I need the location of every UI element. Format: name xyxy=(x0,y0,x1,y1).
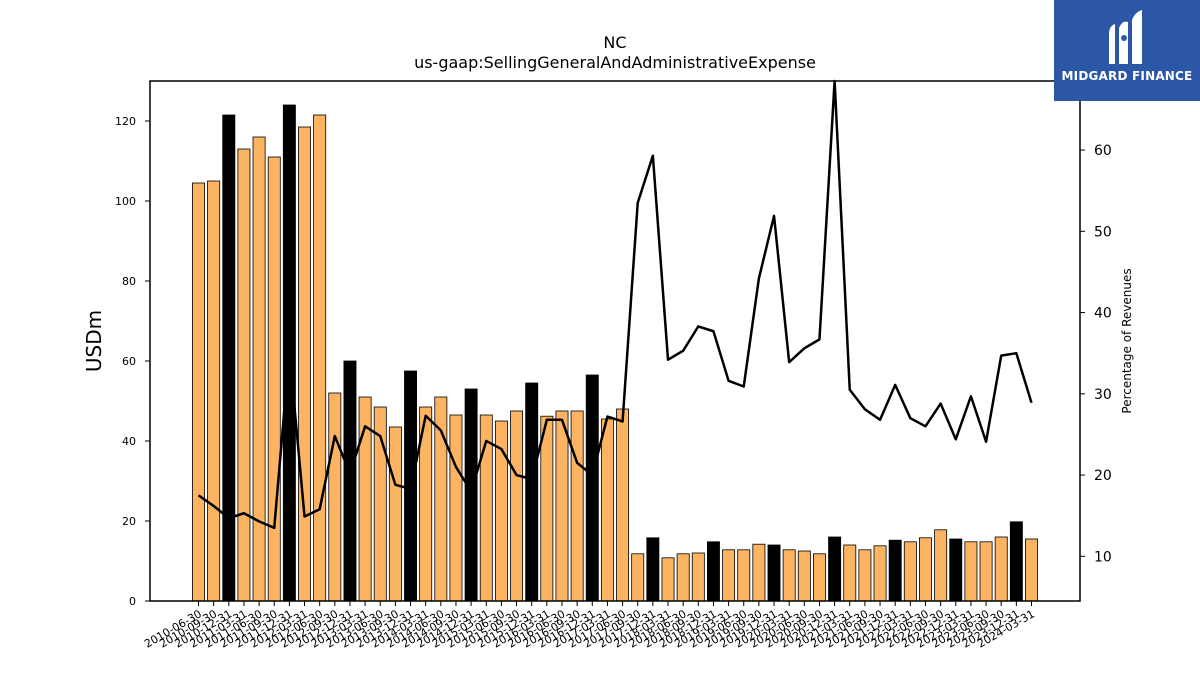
bar xyxy=(600,418,614,602)
chart-title: NC xyxy=(603,33,626,52)
bar xyxy=(919,537,932,602)
y-axis-right: 10 20 30 40 50 60 xyxy=(1080,143,1112,565)
y-tick-label: 40 xyxy=(122,435,136,448)
chart-subtitle: us-gaap:SellingGeneralAndAdministrativeE… xyxy=(414,53,816,72)
bar xyxy=(994,536,1008,602)
y2-tick-label: 30 xyxy=(1094,387,1112,403)
bar xyxy=(722,549,736,602)
bar xyxy=(752,543,766,602)
bar xyxy=(1025,538,1038,602)
bar xyxy=(540,415,554,602)
y-tick-label: 120 xyxy=(115,115,136,128)
bar xyxy=(661,557,675,602)
y-tick-label: 20 xyxy=(122,515,136,528)
y2-tick-label: 60 xyxy=(1094,143,1112,159)
plot-frame xyxy=(149,80,1081,602)
bar xyxy=(797,550,811,602)
bar xyxy=(949,538,963,602)
brand-logo: MIDGARD FINANCE xyxy=(1054,0,1200,101)
bar xyxy=(691,552,705,602)
bar xyxy=(570,410,584,602)
percentage-line xyxy=(197,79,1033,530)
bar xyxy=(252,136,266,602)
y2-tick-label: 50 xyxy=(1094,224,1112,240)
bar xyxy=(267,156,281,602)
bar xyxy=(222,114,236,602)
bar xyxy=(464,388,478,602)
y2-tick-label: 40 xyxy=(1094,306,1112,322)
logo-mark-icon xyxy=(1109,10,1142,65)
bar xyxy=(706,541,720,602)
bar xyxy=(328,392,342,602)
line-layer xyxy=(197,79,1033,530)
bar xyxy=(388,426,402,602)
y-axis-label: USDm xyxy=(82,310,106,372)
bar xyxy=(192,182,205,602)
y-tick-label: 100 xyxy=(115,195,136,208)
bar xyxy=(510,410,524,602)
bar xyxy=(631,553,645,602)
bar xyxy=(979,541,993,602)
bar xyxy=(525,382,539,602)
bar xyxy=(676,553,690,602)
bars-layer xyxy=(192,104,1038,602)
bar xyxy=(934,529,948,602)
bar xyxy=(737,549,751,602)
bar xyxy=(616,408,630,602)
bar xyxy=(298,126,311,602)
bar xyxy=(782,549,796,602)
bar xyxy=(767,544,781,602)
bar xyxy=(646,537,660,602)
bar xyxy=(813,553,826,602)
x-axis: 2010-06-302010-09-302010-12-312011-03-31… xyxy=(142,601,1037,651)
y2-tick-label: 10 xyxy=(1094,549,1112,565)
bar xyxy=(343,360,357,602)
bar xyxy=(843,544,857,602)
y2-tick-label: 20 xyxy=(1094,468,1112,484)
bar xyxy=(903,541,917,602)
y-tick-label: 0 xyxy=(129,595,136,608)
bar xyxy=(858,549,872,602)
y2-axis-label: Percentage of Revenues xyxy=(1120,268,1134,413)
logo-text: MIDGARD FINANCE xyxy=(1061,69,1193,83)
y-tick-label: 80 xyxy=(122,275,136,288)
bar xyxy=(585,374,599,602)
bar xyxy=(237,148,251,602)
bar xyxy=(449,414,463,602)
bar xyxy=(313,114,327,602)
bar xyxy=(555,410,569,602)
bar xyxy=(828,536,842,602)
bar xyxy=(964,541,978,602)
bar xyxy=(888,539,902,602)
bar xyxy=(1009,521,1023,602)
y-tick-label: 60 xyxy=(122,355,136,368)
bar xyxy=(207,180,221,602)
y-axis-left: 0 20 40 60 80 100 120 xyxy=(115,115,150,608)
bar xyxy=(873,545,887,602)
